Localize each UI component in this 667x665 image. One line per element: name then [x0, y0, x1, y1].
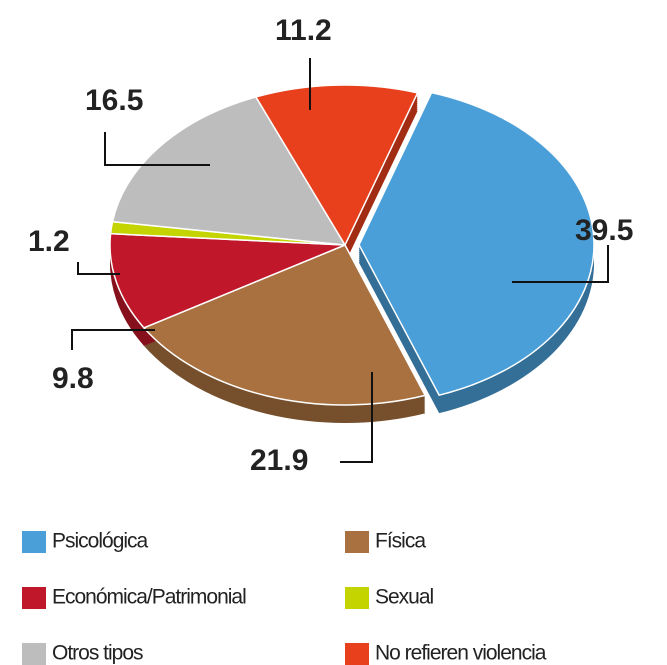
legend-swatch — [345, 643, 369, 665]
leader-line — [512, 245, 609, 283]
legend-swatch — [22, 531, 46, 553]
leader-line — [71, 329, 155, 350]
value-label: 21.9 — [250, 444, 308, 477]
leader-line — [104, 132, 210, 166]
pie-slice — [254, 84, 419, 247]
legend-swatch — [22, 587, 46, 609]
pie-slice — [111, 96, 347, 246]
leader-lines — [71, 58, 609, 463]
legend-label: Sexual — [375, 586, 434, 609]
pie-slice — [358, 91, 595, 397]
legend-label: Psicológica — [52, 530, 149, 553]
legend-label: Económica/Patrimonial — [52, 586, 246, 609]
value-label: 9.8 — [52, 362, 94, 395]
value-label: 11.2 — [275, 14, 332, 47]
legend-swatch — [345, 587, 369, 609]
pie — [109, 84, 595, 406]
value-label: 39.5 — [575, 214, 633, 247]
value-labels: 39.5 21.9 9.8 1.2 16.5 11.2 — [28, 14, 633, 477]
legend-swatch — [22, 643, 46, 665]
pie-slice — [142, 244, 427, 406]
legend-label: Otros tipos — [52, 642, 143, 665]
pie-slice — [109, 232, 346, 329]
legend-label: Física — [375, 530, 426, 553]
leader-line — [340, 372, 373, 463]
legend-swatch — [345, 531, 369, 553]
legend: Psicológica Física Económica/Patrimonial Se… — [22, 530, 548, 665]
leader-line — [77, 262, 120, 275]
value-label: 1.2 — [28, 225, 70, 258]
value-label: 16.5 — [85, 84, 143, 117]
legend-label: No refieren violencia — [375, 642, 547, 665]
